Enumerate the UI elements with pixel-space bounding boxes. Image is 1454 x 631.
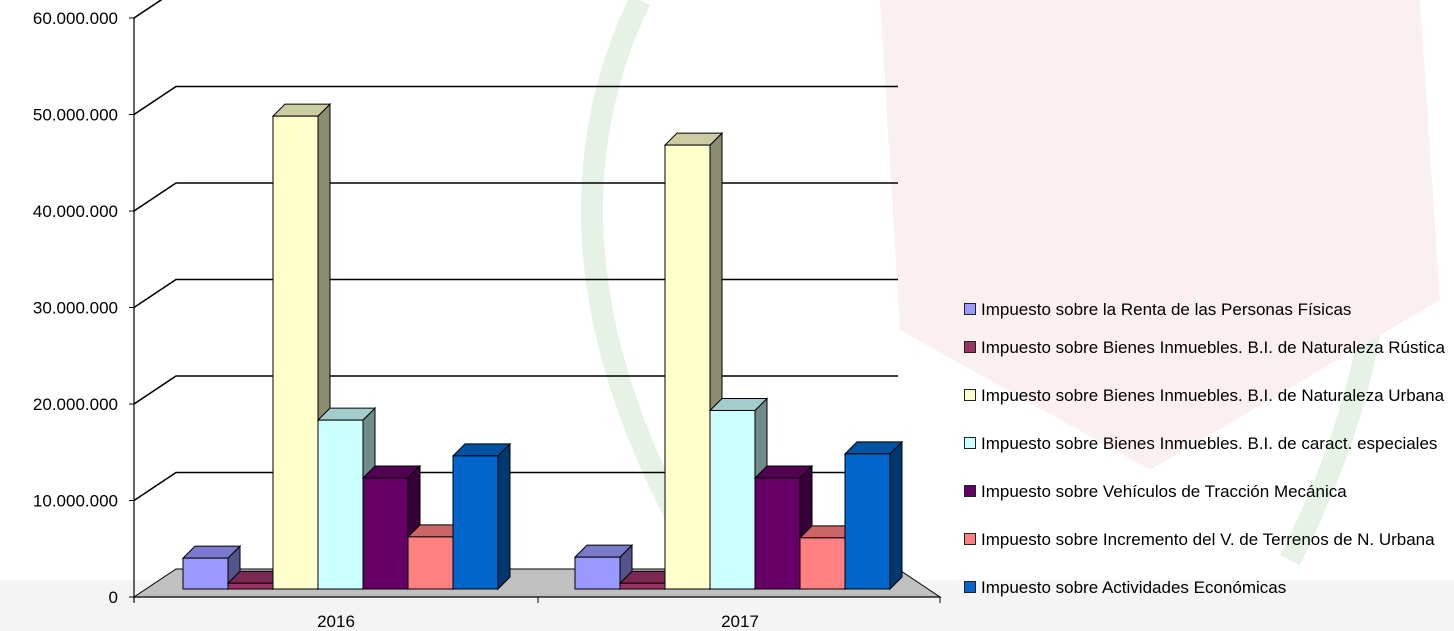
legend-swatch — [964, 303, 976, 315]
axes — [129, 17, 941, 603]
gridline — [133, 375, 898, 405]
bar-side — [497, 442, 511, 591]
legend-swatch — [964, 485, 976, 497]
legend-label: Impuesto sobre la Renta de las Personas … — [981, 300, 1352, 319]
legend-swatch — [964, 437, 976, 449]
bar-side — [889, 440, 903, 591]
bar-front — [407, 536, 454, 590]
bar — [451, 442, 512, 591]
legend-label: Impuesto sobre Vehículos de Tracción Mec… — [981, 482, 1347, 501]
legend-label: Impuesto sobre Bienes Inmuebles. B.I. de… — [981, 386, 1445, 405]
bar-front — [799, 537, 846, 590]
legend-swatch — [964, 533, 976, 545]
gridline — [133, 278, 898, 309]
bar — [798, 524, 859, 591]
legend-item: Impuesto sobre Incremento del V. de Terr… — [962, 530, 1454, 549]
y-tick-label: 60.000.000 — [33, 9, 118, 28]
bar — [316, 406, 377, 591]
bar-front — [664, 144, 711, 590]
y-tick-label: 50.000.000 — [33, 106, 118, 125]
gridline — [133, 0, 163, 19]
y-tick-label: 40.000.000 — [33, 202, 118, 221]
bar-front — [317, 419, 364, 590]
bar-front — [709, 409, 756, 590]
y-tick-label: 30.000.000 — [33, 299, 118, 318]
axis-labels: 0 10.000.000 20.000.000 30.000.000 40.000.00… — [33, 9, 759, 631]
bar-front — [362, 477, 409, 590]
gridline — [133, 182, 898, 212]
watermark-branch-left — [581, 0, 710, 566]
legend-item: Impuesto sobre Bienes Inmuebles. B.I. de… — [962, 386, 1454, 405]
gridlines — [133, 0, 898, 502]
legend-label: Impuesto sobre Bienes Inmuebles. B.I. de… — [981, 434, 1438, 453]
bar — [843, 440, 904, 591]
bar — [573, 543, 634, 591]
legend-item: Impuesto sobre Vehículos de Tracción Mec… — [962, 482, 1454, 501]
bar-front — [754, 477, 801, 590]
legend-label: Impuesto sobre Incremento del V. de Terr… — [981, 530, 1435, 549]
bars — [181, 102, 904, 591]
bar — [361, 464, 422, 591]
legend-swatch — [964, 341, 976, 353]
legend-swatch — [964, 389, 976, 401]
legend-item: Impuesto sobre Bienes Inmuebles. B.I. de… — [962, 434, 1454, 453]
bar-front — [619, 582, 666, 590]
legend-item: Impuesto sobre la Renta de las Personas … — [962, 300, 1454, 319]
y-tick-label: 0 — [109, 588, 118, 607]
gridline — [133, 85, 898, 116]
bar-front — [844, 453, 891, 590]
x-category-label: 2016 — [317, 612, 355, 631]
legend-item: Impuesto sobre Actividades Económicas — [962, 578, 1454, 597]
bar-front — [452, 455, 499, 590]
legend-label: Impuesto sobre Actividades Económicas — [981, 578, 1287, 597]
y-tick-label: 20.000.000 — [33, 395, 118, 414]
bar-front — [574, 556, 621, 590]
y-tick-label: 10.000.000 — [33, 492, 118, 511]
legend-label: Impuesto sobre Bienes Inmuebles. B.I. de… — [981, 338, 1445, 357]
bar-front — [227, 582, 274, 590]
watermark-shield — [880, 0, 1440, 470]
bar-front — [182, 557, 229, 590]
gridline — [133, 471, 898, 502]
legend-item: Impuesto sobre Bienes Inmuebles. B.I. de… — [962, 338, 1454, 357]
x-category-label: 2017 — [721, 612, 759, 631]
bar-front — [272, 115, 319, 590]
legend-swatch — [964, 581, 976, 593]
